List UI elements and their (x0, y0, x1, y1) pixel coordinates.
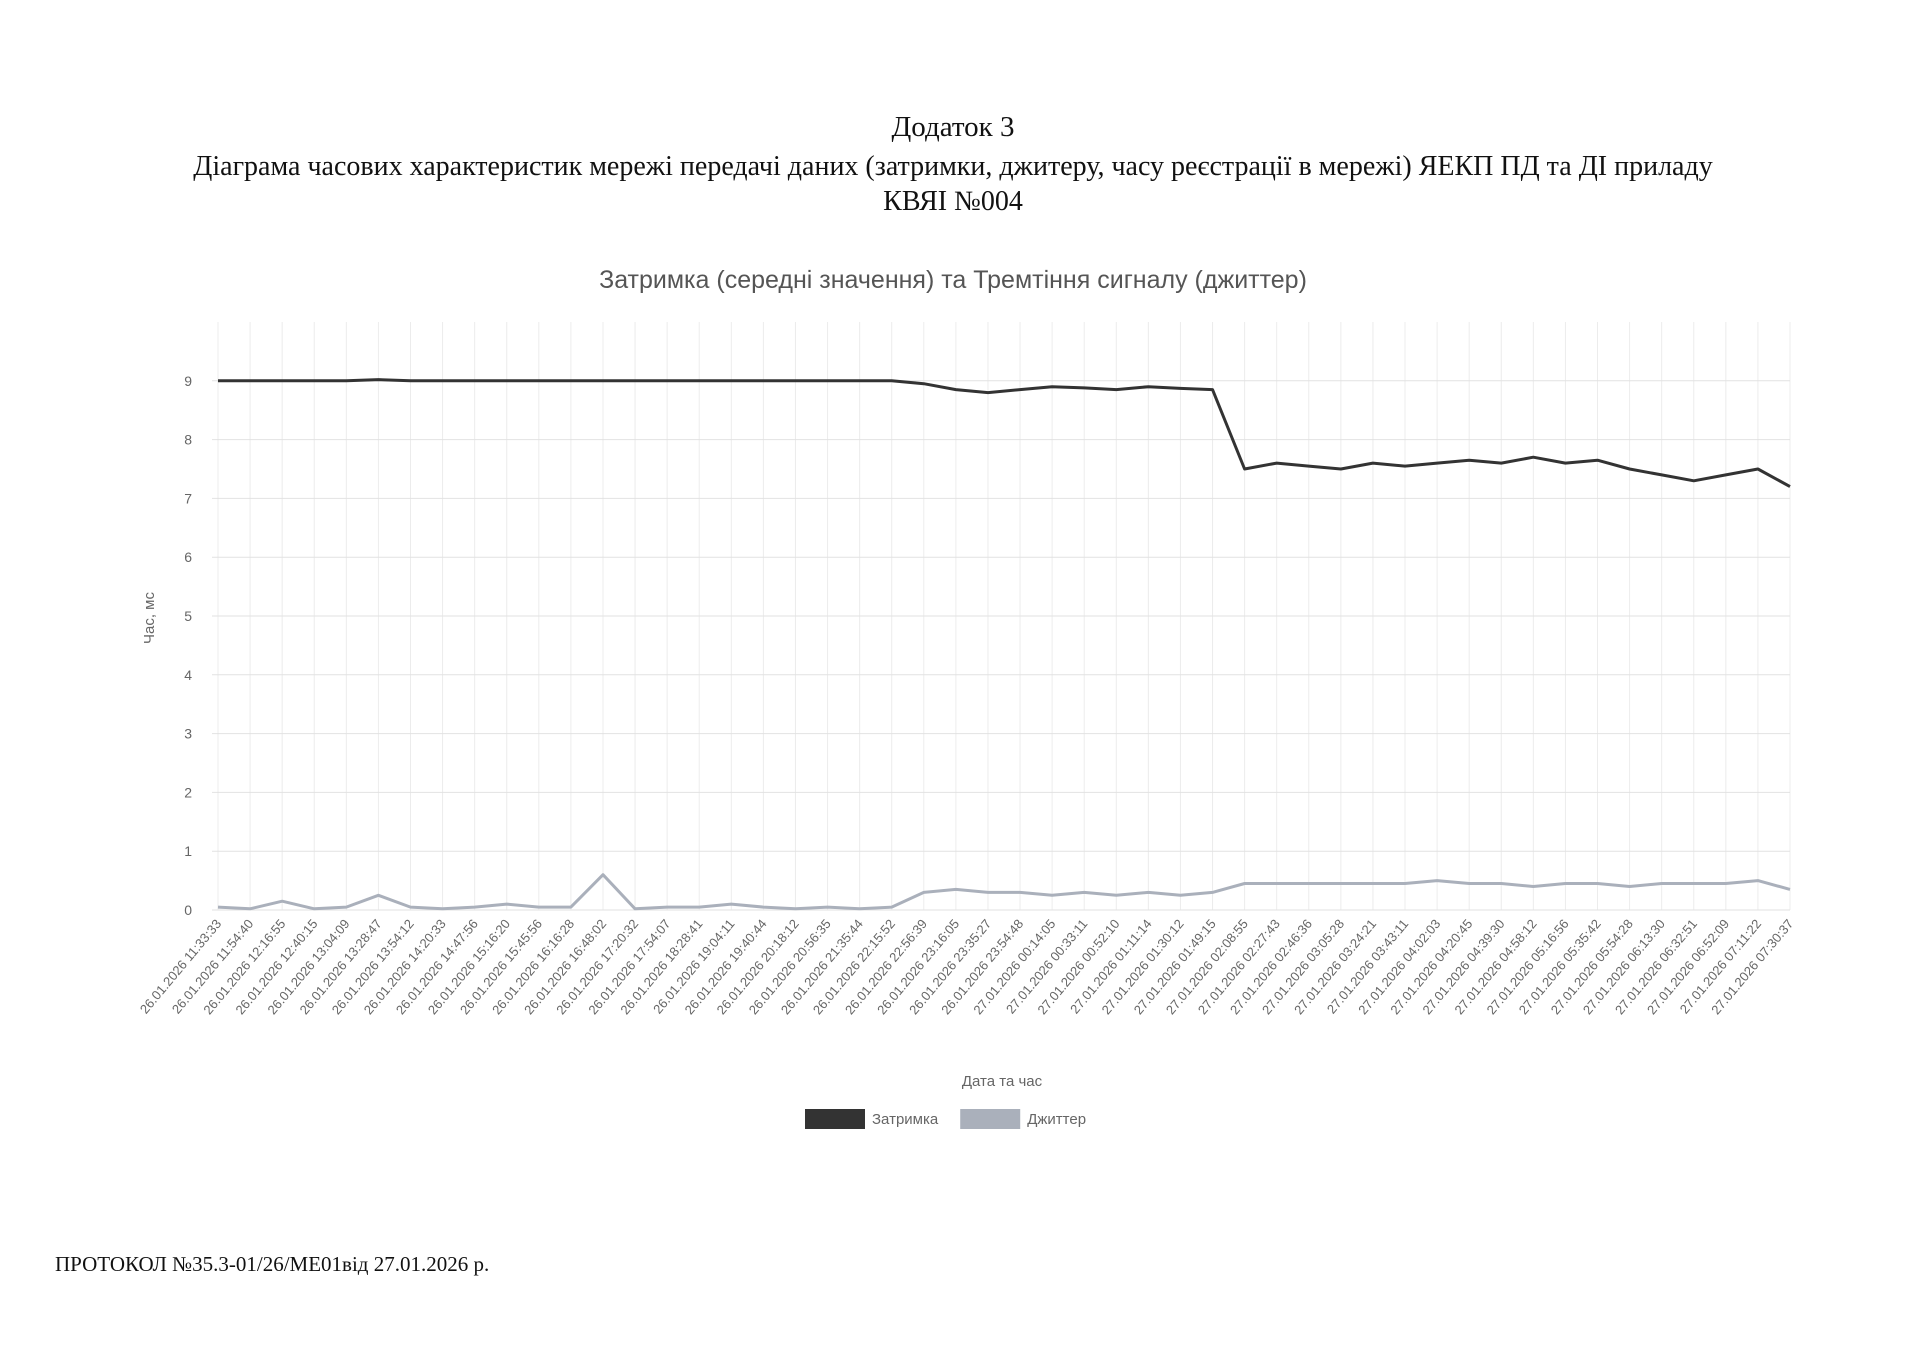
y-axis-title: Час, мс (141, 592, 158, 644)
y-tick-label: 8 (184, 432, 192, 448)
legend-label: Джиттер (1027, 1111, 1086, 1128)
y-tick-label: 1 (184, 843, 192, 859)
legend-label: Затримка (872, 1111, 939, 1128)
legend-swatch (960, 1109, 1021, 1129)
heading-line: КВЯІ №004 (883, 186, 1023, 217)
footer: ПРОТОКОЛ №35.3-01/26/МЕ01від 27.01.2026 … (55, 1252, 489, 1276)
y-tick-label: 6 (184, 549, 192, 565)
chart-title: Затримка (середні значення) та Тремтіння… (599, 266, 1307, 294)
y-tick-label: 7 (184, 490, 192, 506)
series-line (217, 873, 1791, 911)
x-axis-title: Дата та час (962, 1073, 1043, 1090)
y-tick-label: 5 (184, 608, 192, 624)
legend-swatch (805, 1109, 865, 1129)
y-tick-label: 0 (184, 902, 192, 918)
series-line (218, 378, 1791, 488)
y-tick-label: 4 (184, 667, 192, 683)
heading-line: Діаграма часових характеристик мережі пе… (193, 151, 1712, 182)
appendix-heading: Додаток 3 (892, 111, 1015, 143)
y-tick-label: 3 (184, 726, 192, 742)
y-tick-label: 2 (184, 784, 192, 800)
y-tick-label: 9 (184, 373, 192, 389)
